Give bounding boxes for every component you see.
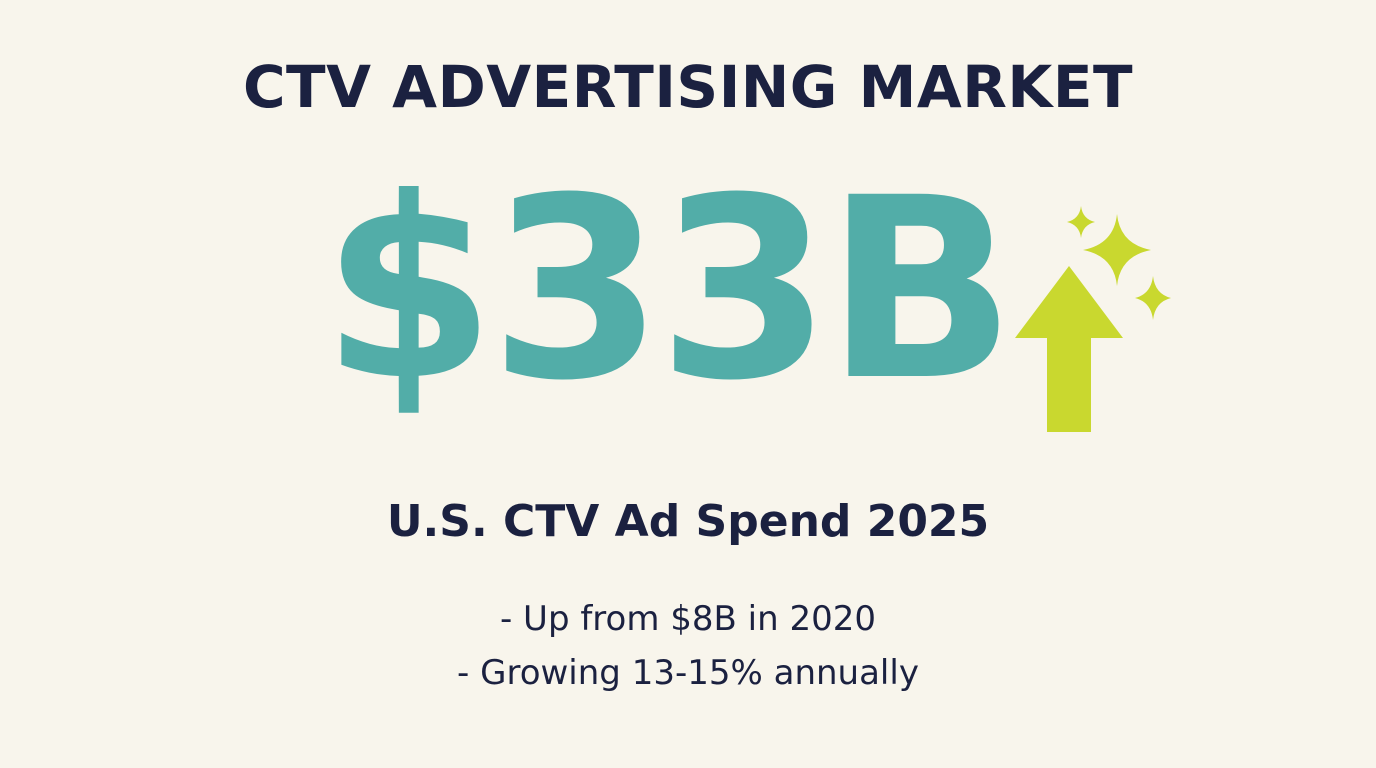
sparkle-icon-right [1135, 276, 1171, 320]
subtitle: U.S. CTV Ad Spend 2025 [386, 496, 990, 547]
bullet-item: - Growing 13-15% annually [457, 653, 919, 693]
growth-graphic [1015, 206, 1171, 432]
bullet-list: - Up from $8B in 2020 - Growing 13-15% a… [0, 592, 1376, 700]
bullet-item: - Up from $8B in 2020 [499, 599, 876, 639]
sparkle-icon [1083, 214, 1151, 286]
sparkle-icon-small [1067, 206, 1095, 238]
hero-value: $33B [321, 144, 1016, 435]
page-title: CTV ADVERTISING MARKET [242, 53, 1134, 121]
up-arrow-icon [1015, 266, 1123, 432]
